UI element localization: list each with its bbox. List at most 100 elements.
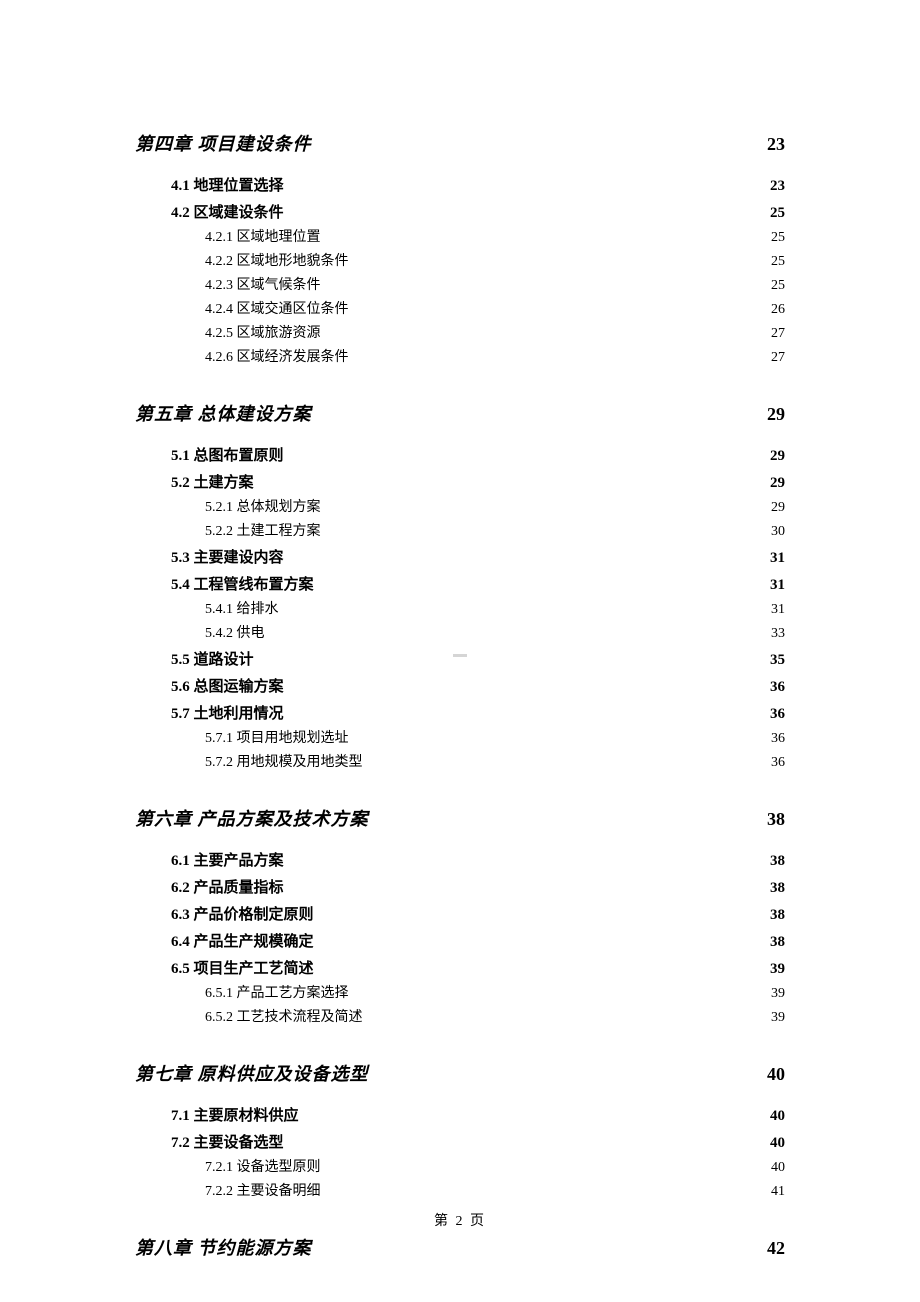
- toc-entry: 5.4.1 给排水31: [205, 598, 785, 618]
- toc-title: 4.2.3 区域气候条件: [205, 274, 321, 294]
- table-of-contents: 第四章 项目建设条件234.1 地理位置选择234.2 区域建设条件254.2.…: [135, 130, 785, 1260]
- toc-page-number: 40: [767, 1064, 785, 1085]
- toc-entry: 7.1 主要原材料供应 40: [171, 1104, 785, 1125]
- toc-entry: 4.2.6 区域经济发展条件27: [205, 346, 785, 366]
- toc-page-number: 29: [767, 404, 785, 425]
- toc-entry: 5.5 道路设计 35: [171, 648, 785, 669]
- toc-entry: 5.4.2 供电 33: [205, 622, 785, 642]
- toc-title: 4.2 区域建设条件: [171, 201, 284, 222]
- toc-page-number: 26: [771, 302, 785, 318]
- toc-title: 7.2.1 设备选型原则: [205, 1156, 321, 1176]
- toc-page-number: 36: [770, 679, 785, 696]
- toc-entry: 7.2 主要设备选型40: [171, 1131, 785, 1152]
- toc-title: 5.7.2 用地规模及用地类型: [205, 751, 363, 771]
- toc-entry: 6.5 项目生产工艺简述 39: [171, 957, 785, 978]
- toc-page-number: 38: [770, 907, 785, 924]
- toc-title: 第六章 产品方案及技术方案: [135, 805, 369, 831]
- toc-title: 7.2 主要设备选型: [171, 1131, 284, 1152]
- toc-page-number: 23: [770, 178, 785, 195]
- toc-page-number: 38: [770, 880, 785, 897]
- toc-entry: 5.7.1 项目用地规划选址36: [205, 727, 785, 747]
- toc-page-number: 29: [771, 500, 785, 516]
- toc-entry: 4.2 区域建设条件 25: [171, 201, 785, 222]
- toc-title: 4.2.1 区域地理位置: [205, 226, 321, 246]
- toc-page-number: 25: [770, 205, 785, 222]
- toc-title: 6.5 项目生产工艺简述: [171, 957, 314, 978]
- toc-page-number: 25: [771, 278, 785, 294]
- toc-page-number: 31: [770, 577, 785, 594]
- toc-page-number: 35: [770, 652, 785, 669]
- toc-title: 5.7 土地利用情况: [171, 702, 284, 723]
- toc-entry: 第四章 项目建设条件 23: [135, 130, 785, 156]
- toc-title: 5.1 总图布置原则: [171, 444, 284, 465]
- toc-page-number: 36: [771, 755, 785, 771]
- toc-entry: 4.1 地理位置选择23: [171, 174, 785, 195]
- toc-page-number: 39: [771, 986, 785, 1002]
- toc-entry: 5.2 土建方案29: [171, 471, 785, 492]
- toc-page-number: 36: [770, 706, 785, 723]
- toc-entry: 6.2 产品质量指标 38: [171, 876, 785, 897]
- toc-page-number: 38: [767, 809, 785, 830]
- toc-entry: 7.2.1 设备选型原则 40: [205, 1156, 785, 1176]
- toc-title: 7.1 主要原材料供应: [171, 1104, 299, 1125]
- page-number: 第 2 页: [434, 1210, 486, 1230]
- toc-title: 5.4.2 供电: [205, 622, 265, 642]
- toc-page-number: 40: [771, 1160, 785, 1176]
- toc-title: 4.2.2 区域地形地貌条件: [205, 250, 349, 270]
- toc-page-number: 23: [767, 134, 785, 155]
- toc-title: 5.2.1 总体规划方案: [205, 496, 321, 516]
- toc-entry: 5.1 总图布置原则 29: [171, 444, 785, 465]
- toc-entry: 6.5.1 产品工艺方案选择 39: [205, 982, 785, 1002]
- toc-entry: 5.6 总图运输方案 36: [171, 675, 785, 696]
- toc-entry: 5.7.2 用地规模及用地类型 36: [205, 751, 785, 771]
- toc-entry: 5.3 主要建设内容31: [171, 546, 785, 567]
- toc-entry: 第七章 原料供应及设备选型 40: [135, 1060, 785, 1086]
- toc-page-number: 25: [771, 230, 785, 246]
- toc-entry: 6.5.2 工艺技术流程及简述 39: [205, 1006, 785, 1026]
- toc-title: 5.5 道路设计: [171, 648, 254, 669]
- toc-page-number: 42: [767, 1238, 785, 1259]
- toc-title: 6.1 主要产品方案: [171, 849, 284, 870]
- toc-page-number: 29: [770, 448, 785, 465]
- toc-title: 6.4 产品生产规模确定: [171, 930, 314, 951]
- toc-page-number: 25: [771, 254, 785, 270]
- toc-title: 第八章 节约能源方案: [135, 1234, 312, 1260]
- toc-title: 4.2.4 区域交通区位条件: [205, 298, 349, 318]
- toc-entry: 4.2.3 区域气候条件 25: [205, 274, 785, 294]
- toc-title: 第四章 项目建设条件: [135, 130, 312, 156]
- toc-entry: 5.2.2 土建工程方案 30: [205, 520, 785, 540]
- toc-title: 6.2 产品质量指标: [171, 876, 284, 897]
- toc-title: 4.2.5 区域旅游资源: [205, 322, 321, 342]
- toc-entry: 6.4 产品生产规模确定 38: [171, 930, 785, 951]
- toc-entry: 第六章 产品方案及技术方案 38: [135, 805, 785, 831]
- toc-entry: 4.2.5 区域旅游资源27: [205, 322, 785, 342]
- toc-entry: 7.2.2 主要设备明细 41: [205, 1180, 785, 1200]
- toc-page-number: 39: [770, 961, 785, 978]
- toc-page-number: 40: [770, 1108, 785, 1125]
- toc-page-number: 39: [771, 1010, 785, 1026]
- toc-page-number: 31: [770, 550, 785, 567]
- toc-title: 6.5.1 产品工艺方案选择: [205, 982, 349, 1002]
- toc-title: 7.2.2 主要设备明细: [205, 1180, 321, 1200]
- toc-title: 5.6 总图运输方案: [171, 675, 284, 696]
- toc-page-number: 38: [770, 934, 785, 951]
- toc-title: 6.5.2 工艺技术流程及简述: [205, 1006, 363, 1026]
- toc-title: 5.4 工程管线布置方案: [171, 573, 314, 594]
- toc-page-number: 33: [771, 626, 785, 642]
- toc-entry: 5.2.1 总体规划方案 29: [205, 496, 785, 516]
- toc-page-number: 29: [770, 475, 785, 492]
- toc-title: 6.3 产品价格制定原则: [171, 903, 314, 924]
- toc-entry: 5.7 土地利用情况 36: [171, 702, 785, 723]
- toc-entry: 4.2.2 区域地形地貌条件 25: [205, 250, 785, 270]
- toc-title: 第五章 总体建设方案: [135, 400, 312, 426]
- toc-title: 5.7.1 项目用地规划选址: [205, 727, 349, 747]
- toc-title: 5.2.2 土建工程方案: [205, 520, 321, 540]
- watermark-mark: [453, 654, 467, 657]
- toc-page-number: 30: [771, 524, 785, 540]
- toc-entry: 6.1 主要产品方案38: [171, 849, 785, 870]
- toc-page-number: 41: [771, 1184, 785, 1200]
- toc-title: 第七章 原料供应及设备选型: [135, 1060, 369, 1086]
- toc-entry: 4.2.1 区域地理位置 25: [205, 226, 785, 246]
- toc-page-number: 31: [771, 602, 785, 618]
- toc-entry: 第五章 总体建设方案 29: [135, 400, 785, 426]
